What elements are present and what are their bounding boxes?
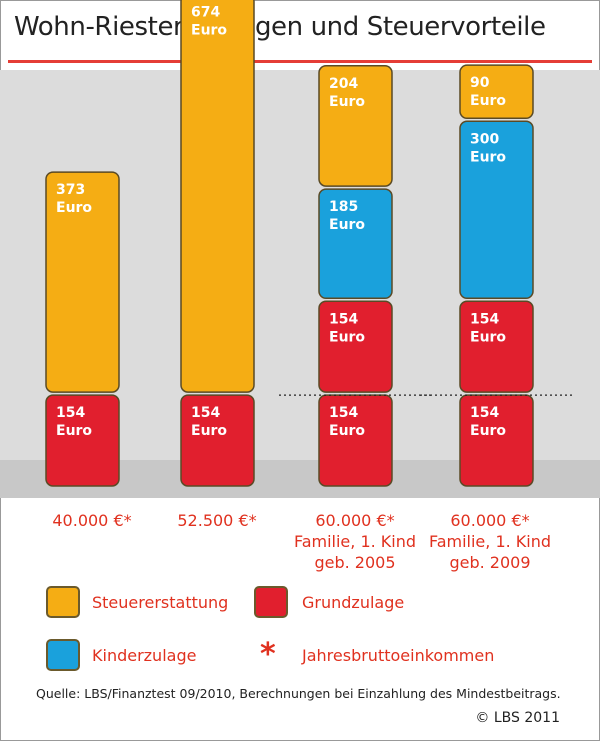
category-label: 60.000 €* Familie, 1. Kind geb. 2005 <box>280 510 430 573</box>
bar-value-label: Euro <box>56 423 92 439</box>
category-label-line: geb. 2009 <box>449 553 531 572</box>
bar-value-label: 674 <box>191 4 220 20</box>
copyright: © LBS 2011 <box>475 710 560 726</box>
bar-segment-steuererstattung: 90 Euro <box>459 64 534 120</box>
bar-value-label: Euro <box>329 329 365 345</box>
bar-segment-kinderzulage: 185 Euro <box>318 188 393 300</box>
bar-value-label: 204 <box>329 76 358 92</box>
bar-value-label: Euro <box>56 200 92 216</box>
bar-value-label: 154 <box>470 311 499 327</box>
bar-segment-grundzulage: 154 Euro <box>318 300 393 393</box>
bar-value-label: Euro <box>470 423 506 439</box>
bar-segment-grundzulage: 154 Euro <box>459 300 534 393</box>
bar-segment-steuererstattung: 373 Euro <box>45 171 120 393</box>
bar-value-label: 90 <box>470 75 490 91</box>
bar-value-label: 154 <box>329 405 358 421</box>
bar-value-label: Euro <box>470 329 506 345</box>
category-label: 40.000 €* <box>17 510 167 531</box>
legend-label-jahresbruttoeinkommen: Jahresbruttoeinkommen <box>302 646 495 665</box>
bar-segment-grundzulage: 154 Euro <box>459 394 534 487</box>
bar-value-label: 373 <box>56 182 85 198</box>
bar-value-label: 154 <box>329 311 358 327</box>
category-label-line: 60.000 €* <box>315 511 395 530</box>
bar-segment-grundzulage: 154 Euro <box>45 394 120 487</box>
category-label: 52.500 €* <box>142 510 292 531</box>
bar-value-label: 154 <box>56 405 85 421</box>
bar-value-label: 185 <box>329 199 358 215</box>
legend-label-kinderzulage: Kinderzulage <box>92 646 197 665</box>
chart-title: Wohn-Riester: Zulagen und Steuervorteile <box>14 12 546 42</box>
bar-value-label: Euro <box>329 423 365 439</box>
legend-swatch-steuererstattung <box>46 586 80 618</box>
bar-value-label: 154 <box>470 405 499 421</box>
bar-segment-kinderzulage: 300 Euro <box>459 120 534 300</box>
bar-value-label: Euro <box>191 22 227 38</box>
title-rule <box>8 60 592 63</box>
category-label-line: 40.000 €* <box>52 511 132 530</box>
bar-value-label: Euro <box>191 423 227 439</box>
bar-value-label: Euro <box>329 217 365 233</box>
bar-value-label: Euro <box>470 93 506 109</box>
legend-swatch-kinderzulage <box>46 639 80 671</box>
bar-value-label: Euro <box>470 149 506 165</box>
bar-segment-grundzulage: 154 Euro <box>180 394 255 487</box>
category-label-line: Familie, 1. Kind <box>428 532 552 551</box>
legend-label-steuererstattung: Steuererstattung <box>92 593 229 612</box>
bar-segment-steuererstattung: 674 Euro <box>180 0 255 393</box>
category-label-line: Familie, 1. Kind <box>293 532 417 551</box>
legend-swatch-grundzulage <box>254 586 288 618</box>
category-label-line: 52.500 €* <box>177 511 257 530</box>
category-label: 60.000 €* Familie, 1. Kind geb. 2009 <box>415 510 565 573</box>
bar-value-label: 300 <box>470 131 499 147</box>
category-label-line: geb. 2005 <box>314 553 396 572</box>
category-label-line: 60.000 €* <box>450 511 530 530</box>
bar-segment-steuererstattung: 204 Euro <box>318 65 393 187</box>
bar-segment-grundzulage: 154 Euro <box>318 394 393 487</box>
source-note: Quelle: LBS/Finanztest 09/2010, Berechnu… <box>36 686 561 701</box>
legend-label-grundzulage: Grundzulage <box>302 593 405 612</box>
bar-value-label: Euro <box>329 94 365 110</box>
asterisk-icon: * <box>260 637 276 672</box>
bar-value-label: 154 <box>191 405 220 421</box>
